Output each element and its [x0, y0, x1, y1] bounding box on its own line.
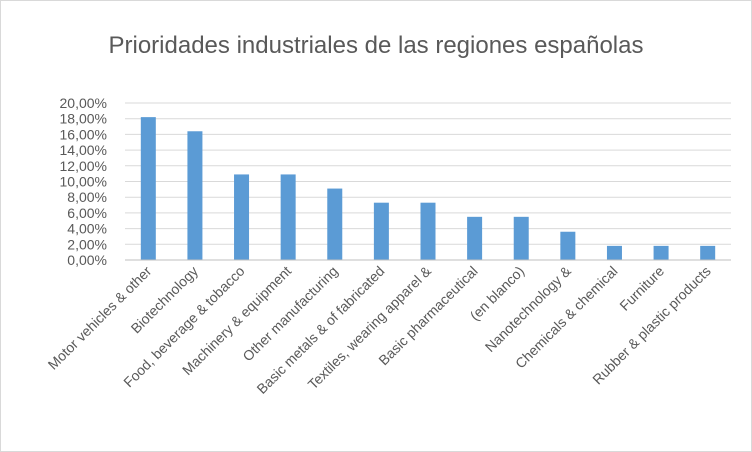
bar	[234, 174, 250, 260]
y-tick-label: 6,00%	[67, 205, 107, 221]
y-tick-label: 20,00%	[60, 95, 107, 111]
bar	[280, 174, 296, 260]
x-category-label: Nanotechnology &	[482, 262, 575, 355]
bar	[606, 245, 622, 260]
bar	[327, 188, 343, 260]
bar	[140, 117, 156, 260]
y-tick-label: 8,00%	[67, 189, 107, 205]
y-axis-ticks: 0,00%2,00%4,00%6,00%8,00%10,00%12,00%14,…	[60, 95, 107, 268]
bar	[700, 245, 716, 260]
y-tick-label: 0,00%	[67, 252, 107, 268]
y-tick-label: 16,00%	[60, 126, 107, 142]
bar	[513, 216, 529, 260]
bar	[560, 231, 576, 260]
bar	[420, 202, 436, 260]
y-tick-label: 18,00%	[60, 111, 107, 127]
bar	[467, 216, 483, 260]
x-axis-categories: Motor vehicles & otherBiotechnologyFood,…	[45, 262, 714, 396]
gridlines	[125, 102, 731, 245]
y-tick-label: 14,00%	[60, 142, 107, 158]
chart-title: Prioridades industriales de las regiones…	[109, 32, 644, 59]
bar	[373, 202, 389, 260]
bars	[140, 117, 716, 260]
y-tick-label: 4,00%	[67, 221, 107, 237]
bar	[187, 131, 203, 260]
bar	[653, 245, 669, 260]
y-tick-label: 12,00%	[60, 158, 107, 174]
y-tick-label: 10,00%	[60, 174, 107, 190]
y-tick-label: 2,00%	[67, 236, 107, 252]
